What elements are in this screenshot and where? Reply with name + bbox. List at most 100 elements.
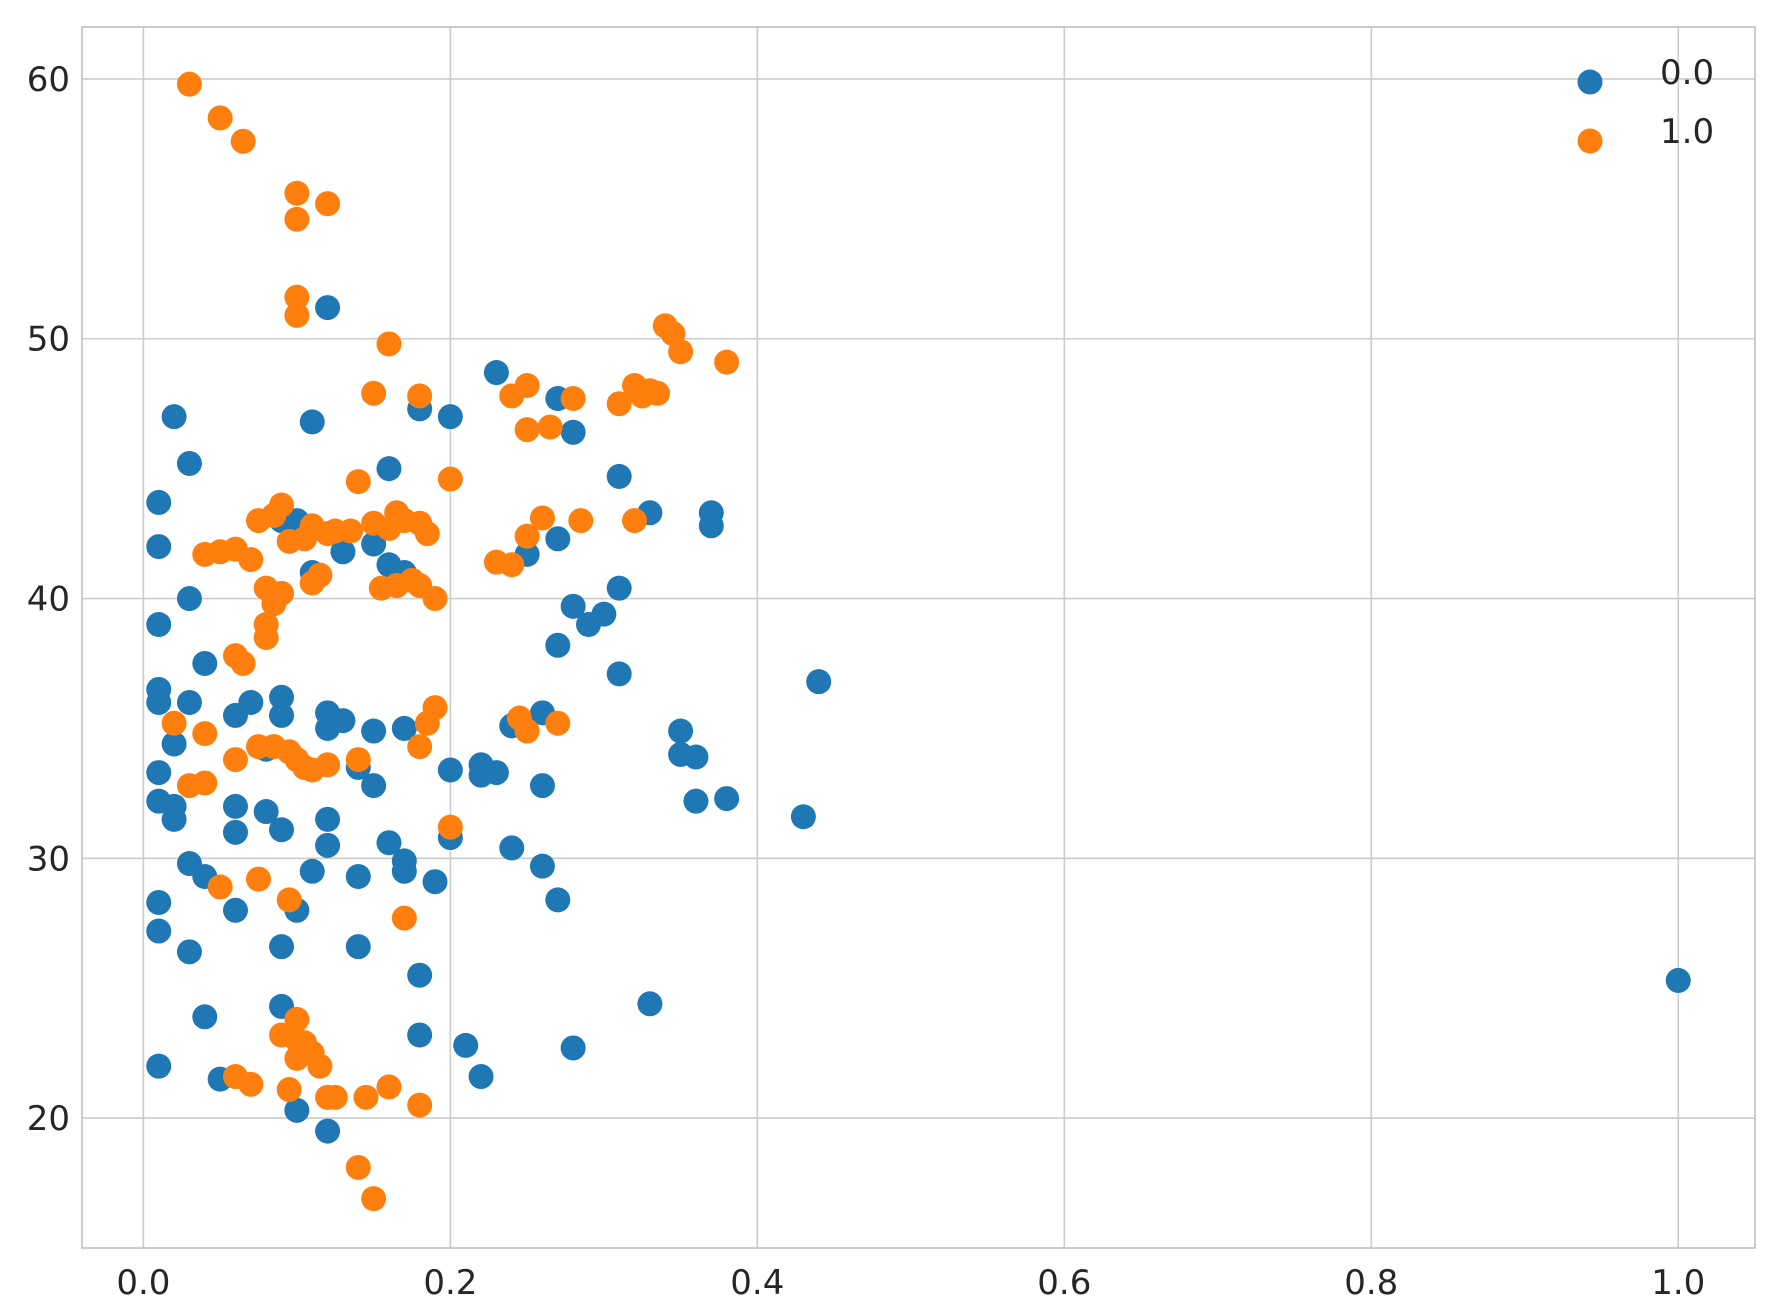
x-tick-label: 0.4 xyxy=(730,1263,784,1303)
data-point xyxy=(315,832,341,858)
data-point xyxy=(161,731,187,757)
data-point xyxy=(606,391,632,417)
data-point xyxy=(269,702,295,728)
data-point xyxy=(269,934,295,960)
data-point xyxy=(222,747,248,773)
x-tick-label: 0.6 xyxy=(1037,1263,1091,1303)
data-point xyxy=(146,889,172,915)
data-point xyxy=(238,1071,264,1097)
data-point xyxy=(529,505,555,531)
data-point xyxy=(222,897,248,923)
data-point xyxy=(437,814,463,840)
data-point xyxy=(192,650,218,676)
data-point xyxy=(230,128,256,154)
data-point xyxy=(176,939,202,965)
data-point xyxy=(146,760,172,786)
data-point xyxy=(560,419,586,445)
data-point xyxy=(637,991,663,1017)
data-point xyxy=(391,905,417,931)
data-point xyxy=(315,806,341,832)
legend-label: 0.0 xyxy=(1660,53,1714,93)
data-point xyxy=(668,339,694,365)
data-point xyxy=(284,284,310,310)
data-point xyxy=(499,552,525,578)
data-point xyxy=(560,385,586,411)
data-point xyxy=(146,689,172,715)
data-point xyxy=(238,547,264,573)
plot-frame xyxy=(81,26,1756,1249)
data-point xyxy=(345,747,371,773)
data-point xyxy=(284,302,310,328)
data-point xyxy=(315,295,341,321)
data-point xyxy=(207,874,233,900)
data-point xyxy=(407,962,433,988)
data-point xyxy=(315,752,341,778)
data-point xyxy=(222,819,248,845)
data-point xyxy=(315,1118,341,1144)
data-point xyxy=(437,404,463,430)
data-point xyxy=(514,718,540,744)
data-point xyxy=(437,757,463,783)
data-point xyxy=(376,1074,402,1100)
data-point xyxy=(622,508,648,534)
x-axis-ticks: 0.0 0.2 0.4 0.6 0.8 1.0 xyxy=(116,1263,1705,1303)
legend-marker xyxy=(1577,69,1603,95)
data-point xyxy=(330,708,356,734)
data-point xyxy=(529,853,555,879)
data-point xyxy=(1665,967,1691,993)
x-tick-label: 1.0 xyxy=(1651,1263,1705,1303)
data-point xyxy=(483,360,509,386)
data-point xyxy=(276,1077,302,1103)
data-point xyxy=(176,586,202,612)
data-point xyxy=(176,689,202,715)
x-tick-label: 0.8 xyxy=(1344,1263,1398,1303)
data-point xyxy=(207,105,233,131)
data-point xyxy=(376,456,402,482)
data-point xyxy=(315,191,341,217)
data-point xyxy=(422,586,448,612)
data-point xyxy=(414,521,440,547)
data-point xyxy=(483,760,509,786)
data-point xyxy=(269,817,295,843)
data-point xyxy=(284,206,310,232)
data-point xyxy=(806,669,832,695)
data-point xyxy=(161,710,187,736)
y-tick-label: 20 xyxy=(27,1099,70,1139)
y-axis-ticks: 20 30 40 50 60 xyxy=(27,60,70,1139)
data-point xyxy=(468,1064,494,1090)
data-point xyxy=(276,887,302,913)
y-tick-label: 60 xyxy=(27,60,70,100)
data-point xyxy=(161,806,187,832)
data-point xyxy=(222,793,248,819)
data-point xyxy=(176,450,202,476)
data-point xyxy=(529,773,555,799)
data-point xyxy=(560,593,586,619)
data-point xyxy=(161,404,187,430)
data-point xyxy=(407,734,433,760)
data-point xyxy=(253,625,279,650)
y-tick-label: 50 xyxy=(27,320,70,360)
data-point xyxy=(790,804,816,830)
data-point xyxy=(606,661,632,687)
data-point xyxy=(230,650,256,676)
data-point xyxy=(437,466,463,492)
data-point xyxy=(714,349,740,375)
series-1.0-points xyxy=(161,71,740,1212)
data-point xyxy=(698,513,724,539)
data-point xyxy=(361,773,387,799)
data-point xyxy=(146,1053,172,1079)
data-point xyxy=(353,1084,379,1110)
data-point xyxy=(299,409,325,435)
data-point xyxy=(545,526,571,552)
data-point xyxy=(238,689,264,715)
data-point xyxy=(361,531,387,557)
legend-label: 1.0 xyxy=(1660,112,1714,152)
data-point xyxy=(407,1022,433,1048)
data-point xyxy=(422,695,448,721)
legend: 0.01.0 xyxy=(1577,53,1714,154)
data-point xyxy=(146,489,172,515)
data-point xyxy=(645,380,671,406)
data-point xyxy=(284,1006,310,1032)
data-point xyxy=(591,601,617,627)
